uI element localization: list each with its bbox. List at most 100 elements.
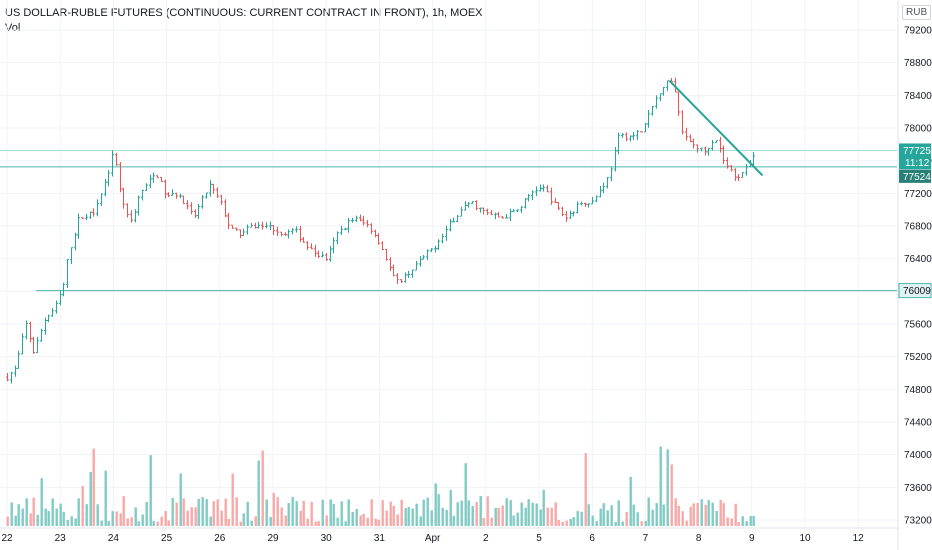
volume-bar	[734, 503, 737, 526]
volume-bar	[254, 516, 257, 526]
volume-bar	[362, 513, 365, 526]
volume-bar	[295, 501, 298, 526]
volume-bar	[704, 504, 707, 526]
volume-bar	[201, 497, 204, 526]
volume-bar	[741, 516, 744, 526]
volume-bar	[441, 507, 444, 526]
volume-bar	[460, 500, 463, 526]
volume-bar	[580, 511, 583, 526]
volume-bar	[242, 513, 245, 526]
volume-bar	[497, 507, 500, 526]
volume-bar	[51, 498, 54, 526]
volume-bar	[317, 521, 320, 526]
volume-bar	[711, 502, 714, 526]
volume-bar	[475, 501, 478, 526]
volume-bar	[707, 500, 710, 526]
volume-bar	[527, 499, 530, 526]
volume-bar	[359, 515, 362, 526]
volume-indicator-label[interactable]: Vol	[5, 22, 21, 34]
volume-bar	[291, 496, 294, 526]
volume-bar	[182, 498, 185, 526]
price-axis[interactable]: 7320073600740007440074800752007560076000…	[904, 26, 932, 527]
currency-badge[interactable]: RUB	[902, 5, 932, 20]
price-tick-label: 75200	[904, 352, 932, 363]
time-tick-label: 29	[267, 533, 279, 544]
volume-bar	[692, 503, 695, 526]
volume-bar	[674, 498, 677, 526]
volume-bar	[550, 507, 553, 526]
volume-bar	[272, 492, 275, 526]
volume-bar	[374, 518, 377, 526]
volume-bar	[531, 502, 534, 526]
level-price-tag[interactable]	[899, 169, 931, 183]
time-tick-label: 8	[696, 533, 702, 544]
volume-bar	[745, 521, 748, 526]
price-tick-label: 78400	[904, 91, 932, 102]
volume-bar	[355, 509, 358, 526]
volume-bar	[381, 500, 384, 526]
volume-bar	[681, 511, 684, 526]
volume-bar	[224, 498, 227, 526]
volume-bar	[715, 510, 718, 526]
volume-bar	[14, 515, 17, 526]
volume-bar	[265, 499, 268, 526]
price-tick-label: 76400	[904, 254, 932, 265]
volume-bar	[107, 521, 110, 526]
volume-bar	[197, 499, 200, 526]
volume-bar	[152, 521, 155, 526]
time-axis[interactable]: 22 23 24 25 26 29 30 31 Apr 2 5 6 7 8 9 10 12	[1, 533, 864, 544]
volume-bar	[505, 498, 508, 526]
volume-bar	[651, 509, 654, 526]
volume-bar	[119, 513, 122, 526]
volume-bar	[617, 500, 620, 526]
volume-bar	[6, 516, 9, 526]
volume-bar	[332, 504, 335, 526]
last-price-tag[interactable]	[899, 143, 931, 170]
chart-grid	[0, 0, 898, 529]
volume-bar	[614, 521, 617, 526]
volume-bar	[175, 502, 178, 526]
volume-bar	[276, 497, 279, 526]
volume-bar	[689, 506, 692, 526]
volume-bar	[257, 460, 260, 526]
volume-bar	[415, 503, 418, 526]
volume-bar	[186, 510, 189, 526]
volume-bar	[554, 502, 557, 526]
trendline[interactable]	[668, 79, 764, 177]
volume-bar	[269, 517, 272, 526]
price-tick-label: 77200	[904, 189, 932, 200]
volume-bar	[520, 502, 523, 526]
volume-bar	[149, 455, 152, 526]
volume-bar	[216, 499, 219, 526]
volume-bar	[40, 478, 43, 526]
volume-bar	[396, 514, 399, 526]
volume-bar	[749, 515, 752, 526]
volume-bar	[44, 508, 47, 526]
volume-bar	[610, 505, 613, 526]
support-price-tag[interactable]	[898, 283, 932, 299]
volume-bar	[314, 521, 317, 526]
volume-bar	[726, 517, 729, 526]
volume-bar	[569, 518, 572, 526]
time-tick-label: 23	[55, 533, 67, 544]
volume-bar	[227, 518, 230, 526]
price-tick-label: 79200	[904, 26, 932, 37]
volume-bar	[606, 510, 609, 526]
volume-bar	[351, 511, 354, 526]
volume-bar	[392, 505, 395, 526]
volume-bar	[737, 521, 740, 526]
volume-bar	[490, 517, 493, 526]
volume-bar	[587, 504, 590, 526]
volume-bar	[194, 507, 197, 526]
volume-bar	[595, 521, 598, 526]
time-tick-label: 5	[536, 533, 542, 544]
volume-bar	[411, 508, 414, 526]
volume-bar	[572, 517, 575, 526]
volume-bar	[464, 463, 467, 526]
level-price-value: 77524	[903, 172, 931, 183]
volume-bar	[730, 518, 733, 526]
volume-bar	[407, 506, 410, 526]
time-tick-label: 22	[1, 533, 13, 544]
volume-bar	[662, 504, 665, 526]
